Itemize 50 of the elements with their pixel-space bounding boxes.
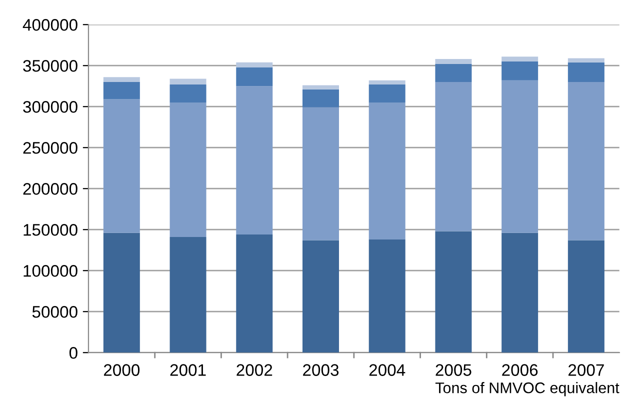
bar <box>236 234 273 353</box>
bar <box>568 62 604 82</box>
x-tick-label: 2003 <box>303 364 339 376</box>
bar <box>435 64 472 82</box>
bar <box>170 102 206 237</box>
bar <box>568 240 604 353</box>
y-tick-label: 50000 <box>32 306 78 318</box>
x-tick-label: 2002 <box>236 364 272 376</box>
bar <box>236 86 273 235</box>
bar <box>302 107 339 240</box>
bar <box>435 231 472 353</box>
bar <box>502 62 538 80</box>
x-tick-label: 2001 <box>170 364 206 376</box>
y-tick-label: 100000 <box>24 265 78 277</box>
bar <box>103 82 140 100</box>
bar <box>302 85 339 90</box>
x-axis-title: Tons of NMVOC equivalent <box>435 382 620 396</box>
bar <box>368 102 406 240</box>
bar <box>170 84 206 102</box>
bar <box>568 58 604 62</box>
x-tick-label: 2005 <box>436 364 472 376</box>
x-tick-label: 2006 <box>502 364 538 376</box>
bar <box>502 232 538 353</box>
y-tick-label: 250000 <box>23 142 78 154</box>
y-tick-label: 200000 <box>23 183 78 195</box>
y-tick-label: 150000 <box>24 224 78 236</box>
x-tick-label: 2000 <box>104 364 140 376</box>
bar <box>103 77 140 82</box>
bar <box>368 80 406 84</box>
bar <box>236 62 273 68</box>
bar <box>568 82 604 240</box>
bar <box>368 239 406 353</box>
y-tick-label: 0 <box>69 347 78 359</box>
y-tick-label: 300000 <box>23 101 78 113</box>
bar <box>170 236 206 353</box>
bar <box>170 78 206 84</box>
bar <box>502 56 538 62</box>
y-tick-label: 350000 <box>23 60 78 72</box>
y-tick-label: 400000 <box>22 19 78 31</box>
bar <box>302 89 339 108</box>
bar <box>103 232 140 353</box>
x-tick-label: 2007 <box>568 364 604 376</box>
bar <box>236 67 273 86</box>
bar <box>103 99 140 233</box>
bar <box>302 240 339 353</box>
bar <box>435 59 472 64</box>
bar <box>368 84 406 102</box>
x-tick-label: 2004 <box>369 364 406 376</box>
bar <box>435 82 472 232</box>
bar <box>502 80 538 233</box>
